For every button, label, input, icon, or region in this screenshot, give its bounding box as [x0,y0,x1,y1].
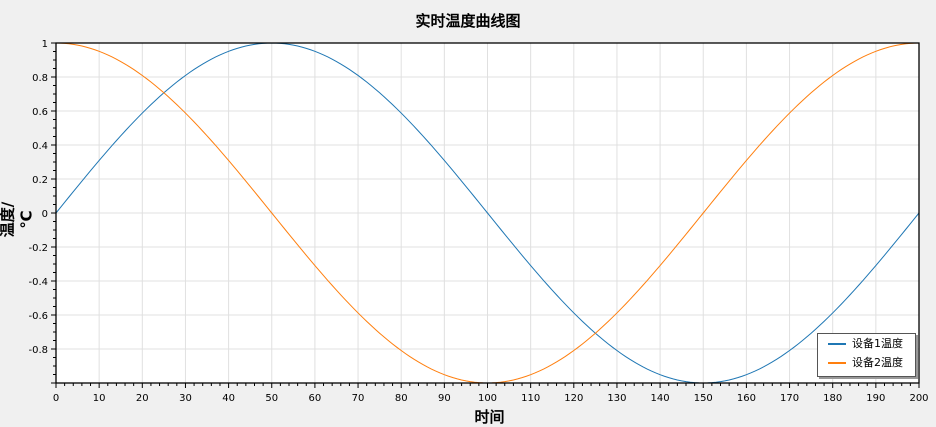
svg-text:120: 120 [564,393,583,404]
svg-text:1: 1 [42,39,48,50]
svg-text:110: 110 [521,393,540,404]
svg-text:10: 10 [93,393,106,404]
svg-text:0.8: 0.8 [32,73,48,84]
legend: 设备1温度 设备2温度 [817,333,916,377]
svg-text:80: 80 [395,393,408,404]
svg-text:150: 150 [694,393,713,404]
svg-text:190: 190 [866,393,885,404]
legend-item-device1: 设备1温度 [818,334,915,353]
svg-text:0: 0 [42,209,48,220]
series-line [55,42,920,384]
svg-text:90: 90 [438,393,451,404]
svg-text:40: 40 [222,393,235,404]
svg-text:30: 30 [179,393,192,404]
svg-text:0.2: 0.2 [32,175,48,186]
legend-swatch-icon [828,362,846,364]
legend-swatch-icon [828,343,846,345]
svg-text:0.4: 0.4 [32,141,48,152]
svg-text:70: 70 [352,393,365,404]
chart-title: 实时温度曲线图 [415,12,521,30]
svg-text:130: 130 [607,393,626,404]
legend-label: 设备2温度 [852,356,903,369]
legend-label: 设备1温度 [852,337,903,350]
svg-text:170: 170 [780,393,799,404]
svg-text:60: 60 [309,393,322,404]
svg-text:200: 200 [909,393,928,404]
svg-text:0.6: 0.6 [32,107,48,118]
svg-text:50: 50 [265,393,278,404]
svg-text:140: 140 [651,393,670,404]
svg-text:160: 160 [737,393,756,404]
svg-text:-0.2: -0.2 [28,243,48,254]
legend-item-device2: 设备2温度 [818,353,915,372]
svg-text:180: 180 [823,393,842,404]
svg-text:-0.4: -0.4 [28,277,48,288]
svg-text:20: 20 [136,393,149,404]
svg-text:-0.8: -0.8 [28,345,48,356]
svg-text:0: 0 [53,393,59,404]
svg-text:100: 100 [478,393,497,404]
x-axis-label: 时间 [474,408,505,426]
svg-text:-0.6: -0.6 [28,311,48,322]
y-axis-label: 温度/℃ [0,201,36,238]
